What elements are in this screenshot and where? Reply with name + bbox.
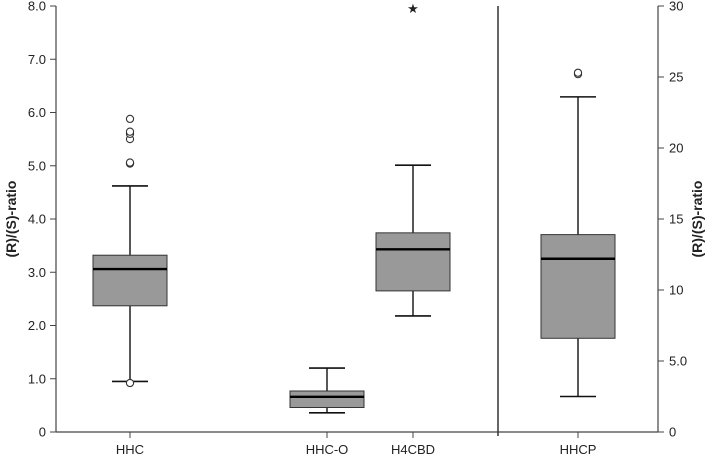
right-panel: 0 5.0 10 15 20 25 30 HHCP (R)/(S)-ratio [498, 0, 705, 457]
y-tick-label: 0 [669, 425, 676, 440]
box-hhc [92, 114, 168, 388]
iqr-box [289, 390, 365, 409]
outlier-point [125, 158, 135, 167]
y-tick-label: 4.0 [28, 212, 46, 227]
y-tick-label: 8.0 [28, 0, 46, 14]
iqr-box [375, 232, 451, 292]
right-y-axis-title: (R)/(S)-ratio [689, 181, 705, 258]
y-tick-label: 25 [669, 70, 683, 85]
y-tick-label: 2.0 [28, 318, 46, 333]
outlier-point [125, 378, 135, 388]
y-tick-label: 10 [669, 283, 683, 298]
y-tick-label: 5.0 [28, 158, 46, 173]
extreme-point: ★ [407, 1, 419, 16]
left-y-axis-title: (R)/(S)-ratio [3, 181, 19, 258]
y-tick-label: 15 [669, 212, 683, 227]
y-tick-label: 1.0 [28, 371, 46, 386]
left-panel: 01.02.03.04.05.06.07.08.0 HHC HHC-O H4CBD … [3, 0, 498, 457]
x-tick-label: H4CBD [391, 442, 435, 457]
x-tick-label: HHCP [560, 442, 597, 457]
iqr-box [92, 254, 168, 307]
y-tick-label: 7.0 [28, 52, 46, 67]
y-tick-label: 5.0 [669, 354, 687, 369]
y-tick-label: 30 [669, 0, 683, 14]
y-tick-label: 0 [39, 425, 46, 440]
x-tick-label: HHC-O [306, 442, 349, 457]
y-tick-label: 20 [669, 141, 683, 156]
box-hhcp [540, 68, 616, 398]
box-h4cbd: ★ [375, 1, 451, 317]
outlier-point [125, 114, 135, 124]
iqr-box [540, 234, 616, 339]
y-tick-label: 3.0 [28, 265, 46, 280]
box-hhc-o [289, 367, 365, 414]
x-tick-label: HHC [116, 442, 144, 457]
y-tick-label: 6.0 [28, 105, 46, 120]
outlier-point [125, 127, 135, 136]
outlier-point [573, 68, 583, 77]
